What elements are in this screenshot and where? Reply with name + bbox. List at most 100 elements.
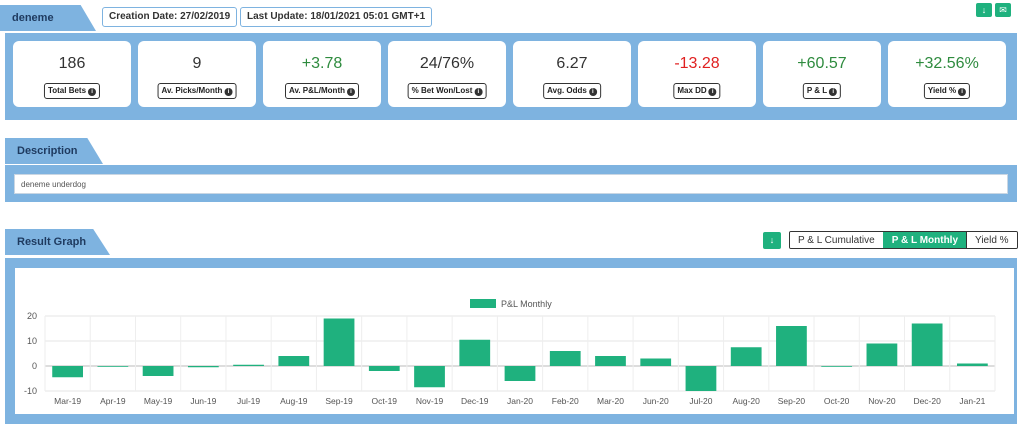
- bar-nov-19: [414, 366, 445, 388]
- tab-pl-monthly[interactable]: P & L Monthly: [882, 232, 967, 248]
- y-tick-label: 20: [27, 311, 37, 321]
- info-icon: i: [708, 88, 717, 96]
- result-graph-tab: Result Graph: [5, 229, 110, 255]
- stat-label[interactable]: Avg. Odds i: [543, 83, 601, 99]
- bar-jan-21: [957, 363, 988, 366]
- stat-value: 24/76%: [419, 55, 475, 72]
- stat-label[interactable]: Max DD i: [673, 83, 721, 99]
- stat-card-bet-won-lost: 24/76% % Bet Won/Lost i: [388, 41, 506, 107]
- stat-label[interactable]: Total Bets i: [43, 83, 101, 99]
- x-tick-label: Jul-19: [237, 396, 260, 406]
- stat-card-max-dd: -13.28 Max DD i: [638, 41, 756, 107]
- stat-label[interactable]: Yield % i: [923, 83, 971, 99]
- info-icon: i: [88, 88, 97, 96]
- y-tick-label: 10: [27, 336, 37, 346]
- x-tick-label: Oct-19: [372, 396, 398, 406]
- bar-mar-20: [595, 356, 626, 366]
- mail-button[interactable]: ✉: [995, 3, 1011, 17]
- bar-oct-20: [821, 366, 853, 367]
- stat-label[interactable]: Av. Picks/Month i: [157, 83, 237, 99]
- y-tick-label: -10: [24, 386, 37, 396]
- download-icon: ↓: [769, 235, 775, 245]
- bar-apr-19: [97, 366, 129, 367]
- x-tick-label: Jan-20: [507, 396, 533, 406]
- result-graph-title: Result Graph: [17, 236, 87, 248]
- x-tick-label: Aug-19: [280, 396, 308, 406]
- bar-dec-19: [459, 339, 491, 366]
- stat-card-av-picks: 9 Av. Picks/Month i: [138, 41, 256, 107]
- result-graph-chart: -10 0 10 20 Mar-19 Apr-19 May-19 Jun-19 Jul-19 Au…: [15, 268, 1014, 414]
- x-tick-label: Mar-19: [54, 396, 81, 406]
- description-text: deneme underdog: [14, 174, 1008, 194]
- bar-jun-20: [640, 358, 672, 366]
- stat-card-av-pl: +3.78 Av. P&L/Month i: [263, 41, 381, 107]
- graph-mode-tabs: P & L Cumulative P & L Monthly Yield %: [789, 231, 1018, 249]
- bar-jul-20: [685, 366, 717, 391]
- x-tick-label: Jun-19: [190, 396, 216, 406]
- stat-value: +32.56%: [915, 55, 979, 72]
- info-icon: i: [347, 88, 355, 96]
- x-tick-label: Jun-20: [643, 396, 669, 406]
- x-tick-label: Sep-20: [778, 396, 806, 406]
- x-tick-label: Jul-20: [689, 396, 712, 406]
- y-tick-label: 0: [32, 361, 37, 371]
- strategy-name-tab: deneme: [0, 5, 96, 31]
- stats-panel: 186 Total Bets i 9 Av. Picks/Month i +3.78…: [5, 33, 1017, 120]
- bar-jul-19: [233, 364, 264, 366]
- description-tab: Description: [5, 138, 103, 164]
- stat-value: -13.28: [674, 55, 720, 72]
- download-button[interactable]: ↓: [976, 3, 992, 17]
- x-tick-label: Jan-21: [959, 396, 985, 406]
- bar-sep-19: [323, 318, 355, 366]
- x-tick-label: Nov-20: [868, 396, 896, 406]
- tab-yield[interactable]: Yield %: [966, 232, 1017, 248]
- bar-jan-20: [504, 366, 536, 381]
- tab-pl-cumulative[interactable]: P & L Cumulative: [790, 232, 883, 248]
- stat-value: +3.78: [301, 55, 343, 72]
- x-tick-label: Dec-19: [461, 396, 489, 406]
- x-tick-label: Aug-20: [732, 396, 760, 406]
- x-tick-label: Apr-19: [100, 396, 126, 406]
- info-icon: i: [474, 88, 483, 96]
- bar-mar-19: [52, 366, 83, 378]
- bar-jun-19: [187, 366, 219, 368]
- info-icon: i: [829, 88, 838, 96]
- x-tick-label: Sep-19: [325, 396, 353, 406]
- stat-card-avg-odds: 6.27 Avg. Odds i: [513, 41, 631, 107]
- x-tick-label: May-19: [144, 396, 173, 406]
- bar-dec-20: [911, 323, 943, 366]
- stat-value: +60.57: [797, 55, 847, 72]
- legend-swatch: [470, 299, 496, 308]
- description-title: Description: [17, 145, 78, 157]
- stat-card-yield: +32.56% Yield % i: [888, 41, 1006, 107]
- stat-value: 9: [192, 55, 202, 72]
- stat-value: 186: [58, 55, 86, 72]
- description-panel: deneme underdog: [5, 165, 1017, 202]
- strategy-name: deneme: [12, 12, 54, 24]
- bar-aug-19: [278, 356, 310, 366]
- bar-nov-20: [866, 343, 898, 366]
- pl-monthly-chart: -10 0 10 20 Mar-19 Apr-19 May-19 Jun-19 Jul-19 Au…: [24, 299, 996, 406]
- creation-date-badge: Creation Date: 27/02/2019: [102, 7, 238, 27]
- stat-value: 6.27: [556, 55, 588, 72]
- stat-card-total-bets: 186 Total Bets i: [13, 41, 131, 107]
- info-icon: i: [224, 88, 233, 96]
- bar-feb-20: [549, 351, 581, 366]
- info-icon: i: [588, 88, 597, 96]
- x-tick-label: Dec-20: [913, 396, 941, 406]
- stat-label[interactable]: Av. P&L/Month i: [285, 83, 359, 99]
- bar-may-19: [142, 366, 174, 376]
- x-tick-label: Mar-20: [597, 396, 624, 406]
- x-tick-label: Nov-19: [416, 396, 444, 406]
- x-tick-label: Oct-20: [824, 396, 850, 406]
- graph-download-button[interactable]: ↓: [763, 232, 781, 249]
- stat-label[interactable]: % Bet Won/Lost i: [407, 83, 487, 99]
- x-tick-label: Feb-20: [552, 396, 579, 406]
- legend-label: P&L Monthly: [501, 299, 552, 309]
- bar-aug-20: [730, 347, 762, 366]
- bar-sep-20: [776, 326, 807, 366]
- mail-icon: ✉: [999, 5, 1007, 15]
- last-update-badge: Last Update: 18/01/2021 05:01 GMT+1: [240, 7, 433, 27]
